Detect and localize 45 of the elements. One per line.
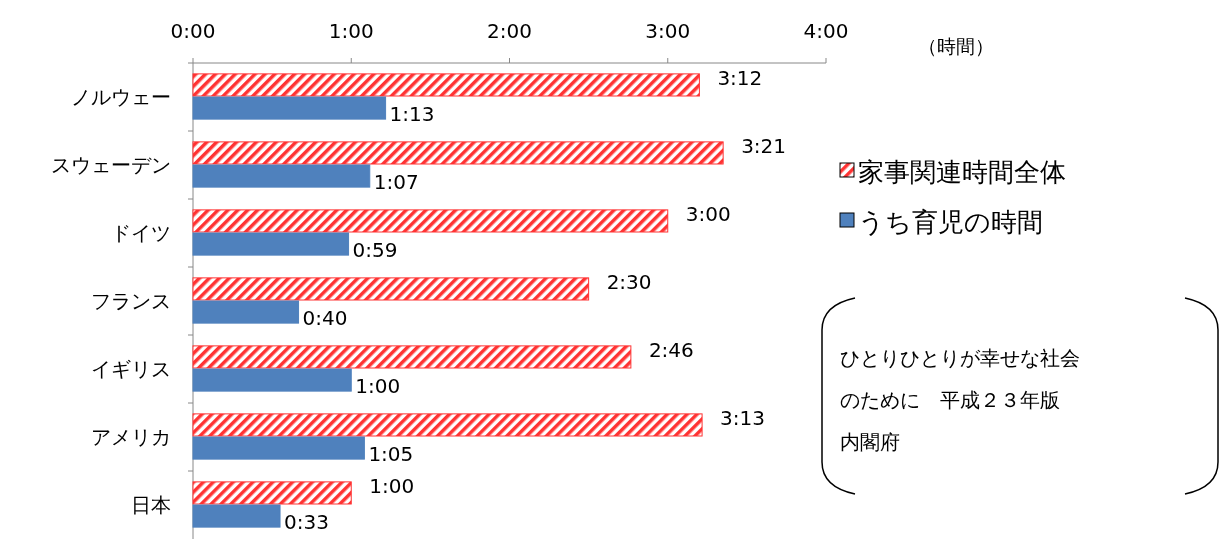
y-tick-label: アメリカ bbox=[91, 425, 171, 449]
legend-label: うち育児の時間 bbox=[858, 207, 1043, 237]
x-tick-label: 3:00 bbox=[645, 19, 691, 43]
data-label: 3:21 bbox=[741, 134, 787, 159]
y-tick-label: スウェーデン bbox=[51, 153, 171, 177]
data-label: 3:13 bbox=[720, 406, 766, 431]
y-tick-label: フランス bbox=[91, 289, 171, 313]
bar bbox=[192, 413, 703, 437]
x-tick-label: 1:00 bbox=[328, 19, 374, 43]
bar bbox=[192, 504, 281, 528]
x-tick-label: 2:00 bbox=[487, 19, 532, 43]
bar bbox=[192, 209, 669, 233]
data-label: 2:30 bbox=[606, 270, 652, 295]
x-axis-title: （時間） bbox=[918, 35, 994, 57]
data-label: 1:00 bbox=[355, 373, 401, 398]
data-label: 2:46 bbox=[648, 338, 694, 363]
bar bbox=[192, 345, 632, 369]
bar bbox=[192, 300, 300, 324]
y-tick-label: ノルウェー bbox=[71, 85, 171, 109]
bar bbox=[192, 232, 350, 256]
data-label: 1:00 bbox=[369, 474, 415, 499]
bar bbox=[192, 436, 365, 460]
legend-label: 家事関連時間全体 bbox=[858, 157, 1066, 187]
x-tick-label: 0:00 bbox=[170, 19, 216, 43]
bar bbox=[192, 277, 590, 301]
y-tick-label: 日本 bbox=[131, 493, 171, 517]
data-label: 0:33 bbox=[284, 509, 329, 534]
data-label: 1:05 bbox=[368, 441, 414, 466]
data-label: 1:13 bbox=[389, 101, 435, 126]
bar bbox=[192, 164, 371, 188]
y-tick-label: イギリス bbox=[91, 357, 171, 381]
bar bbox=[192, 141, 724, 165]
data-label: 0:59 bbox=[352, 237, 398, 262]
bar bbox=[192, 73, 700, 97]
bar bbox=[192, 368, 352, 392]
bar bbox=[192, 481, 352, 505]
y-tick-label: ドイツ bbox=[111, 221, 171, 245]
data-label: 1:07 bbox=[373, 169, 419, 194]
bar bbox=[192, 96, 387, 120]
data-label: 0:40 bbox=[302, 305, 348, 330]
data-label: 3:00 bbox=[685, 202, 731, 227]
x-tick-label: 4:00 bbox=[803, 19, 849, 43]
text: ひとりひとりが幸せな社会のために 平成２３年版 bbox=[840, 346, 1080, 412]
data-label: 3:12 bbox=[717, 66, 763, 91]
text: 内閣府 bbox=[840, 430, 900, 454]
